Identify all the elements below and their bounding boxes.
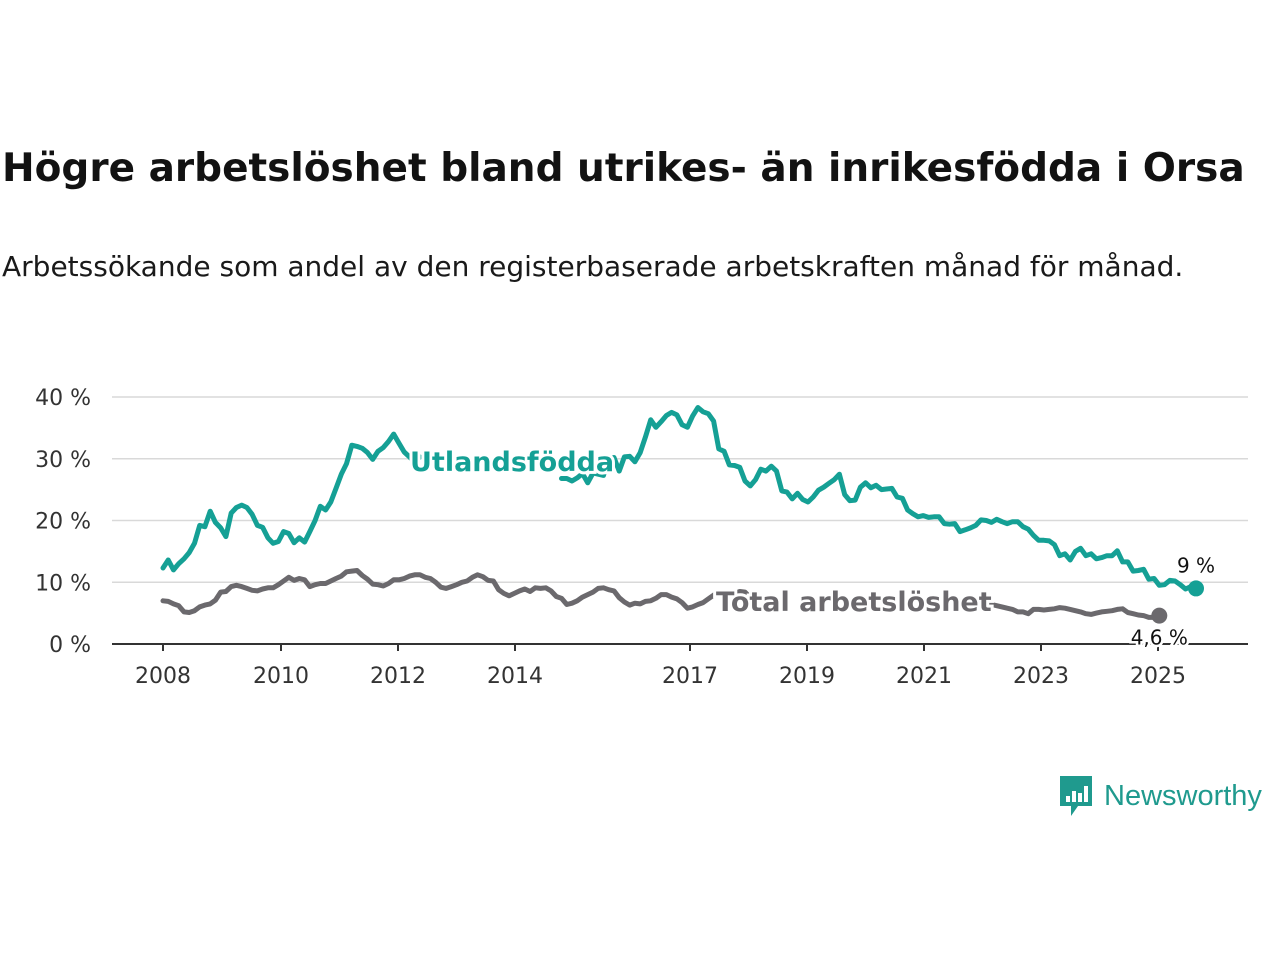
series-end-dot-total <box>1151 607 1168 624</box>
x-tick-label: 2023 <box>1013 664 1069 689</box>
x-tick-label: 2014 <box>487 664 543 689</box>
y-tick-label: 20 % <box>35 510 91 535</box>
series-label-utlandsfodda: Utlandsfödda <box>410 447 614 478</box>
y-tick-label: 30 % <box>35 448 91 473</box>
x-tick-label: 2008 <box>135 664 191 689</box>
gridlines <box>112 396 1248 583</box>
y-tick-label: 0 % <box>49 633 91 658</box>
newsworthy-logo: Newsworthy <box>1058 772 1262 820</box>
series-lines <box>160 405 1204 624</box>
series-line-total-0 <box>160 568 753 615</box>
series-end-label-total: 4,6 % <box>1131 626 1188 650</box>
y-axis-ticks: 0 % 10 % 20 % 30 % 40 % <box>35 386 91 658</box>
chart-title: Högre arbetslöshet bland utrikes- än inr… <box>2 146 1245 191</box>
line-chart: 0 % 10 % 20 % 30 % 40 % 2008 2010 2012 2014 2017… <box>35 386 1248 689</box>
x-tick-label: 2017 <box>662 664 718 689</box>
y-tick-label: 40 % <box>35 386 91 411</box>
x-tick-label: 2025 <box>1130 664 1186 689</box>
x-tick-label: 2019 <box>779 664 835 689</box>
x-axis: 2008 2010 2012 2014 2017 2019 2021 2023 2025 <box>112 643 1248 689</box>
series-labels: Utlandsfödda 9 % Total arbetslöshet 4,6 % <box>407 444 1218 652</box>
chart-subtitle: Arbetssökande som andel av den registerb… <box>2 250 1184 283</box>
series-end-dot-utlandsfodda <box>1188 580 1204 597</box>
x-tick-label: 2010 <box>253 664 309 689</box>
series-end-label-utlandsfodda: 9 % <box>1177 553 1215 577</box>
series-label-total: Total arbetslöshet <box>716 587 992 618</box>
series-line-utlandsfodda-1 <box>559 405 1199 592</box>
series-line-total-1 <box>936 598 1162 620</box>
x-tick-label: 2012 <box>370 664 426 689</box>
series-line-utlandsfodda-0 <box>160 431 423 573</box>
newsworthy-chart-icon <box>1060 776 1092 816</box>
x-tick-label: 2021 <box>896 664 952 689</box>
y-tick-label: 10 % <box>35 571 91 596</box>
brand-name: Newsworthy <box>1104 779 1262 812</box>
